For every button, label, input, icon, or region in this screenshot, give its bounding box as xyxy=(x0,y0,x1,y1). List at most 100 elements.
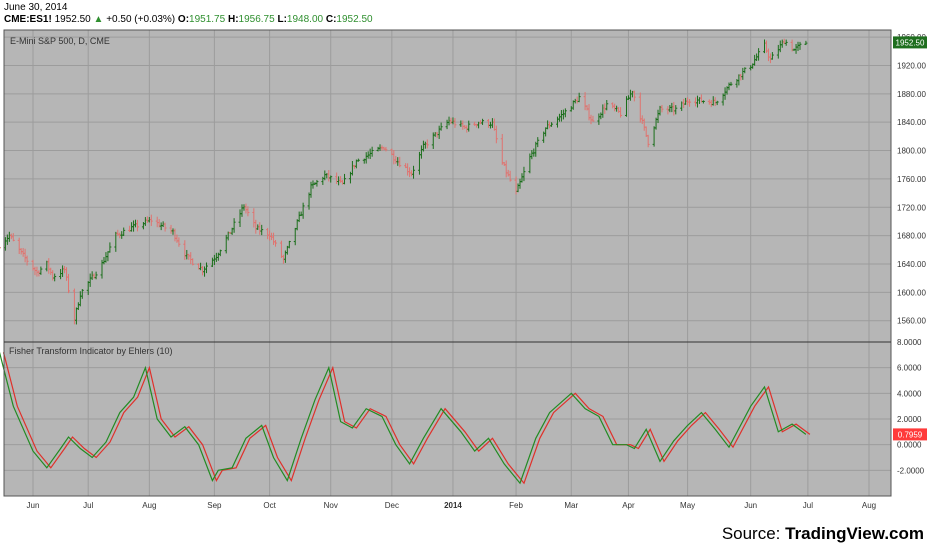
price-bar xyxy=(798,41,802,50)
source-credit: Source: TradingView.com xyxy=(721,524,924,543)
price-bar xyxy=(550,122,554,127)
price-bar xyxy=(439,122,443,131)
price-bar xyxy=(605,100,609,111)
time-tick-label: 2014 xyxy=(444,501,462,510)
price-bar xyxy=(25,255,29,266)
price-bar xyxy=(701,100,705,104)
fisher-lines xyxy=(0,352,811,485)
price-bar xyxy=(536,137,540,148)
price-bar xyxy=(218,249,222,257)
price-bar xyxy=(563,108,567,118)
price-bar xyxy=(804,40,808,46)
price-bar xyxy=(232,218,236,233)
price-bar xyxy=(494,125,498,144)
close-value: 1952.50 xyxy=(336,14,373,25)
price-bar xyxy=(674,105,678,115)
price-bar xyxy=(757,48,761,61)
y-axis: 1560.00 1600.00 1640.00 1680.00 1720.00 1760.… xyxy=(897,33,926,475)
time-tick-label: Jul xyxy=(83,501,93,510)
price-bar xyxy=(11,233,15,242)
price-bar xyxy=(398,156,402,168)
chart-area[interactable]: E-Mini S&P 500, D, CME Fisher Transform … xyxy=(0,28,932,518)
price-bar xyxy=(619,107,623,118)
time-tick-label: Mar xyxy=(564,501,578,510)
price-bar xyxy=(632,90,636,102)
price-bar xyxy=(412,165,416,179)
time-tick-label: Nov xyxy=(324,501,338,510)
time-tick-label: Aug xyxy=(862,501,876,510)
price-bar xyxy=(356,158,360,162)
price-bar xyxy=(508,170,512,182)
up-arrow-icon: ▲ xyxy=(93,14,104,25)
price-bar xyxy=(287,240,291,249)
price-panel-title: E-Mini S&P 500, D, CME xyxy=(10,36,110,46)
price-panel-bg xyxy=(4,30,891,342)
price-bar xyxy=(136,219,139,232)
time-tick-label: Jun xyxy=(27,501,40,510)
price-bars xyxy=(0,38,808,325)
trigger-line xyxy=(2,352,811,485)
chart-date: June 30, 2014 xyxy=(4,2,68,13)
price-bar xyxy=(743,67,747,74)
price-bar xyxy=(205,262,209,274)
fisher-line xyxy=(0,352,807,485)
time-tick-label: Apr xyxy=(622,501,635,510)
price-bar xyxy=(0,247,1,249)
price-bar xyxy=(384,146,388,152)
price-bar xyxy=(453,118,457,128)
last-price-tag xyxy=(893,36,927,49)
price-tick-label: 1640.00 xyxy=(897,260,926,269)
price-tick-label: 1880.00 xyxy=(897,90,926,99)
indicator-tick-label: 4.0000 xyxy=(897,389,922,398)
indicator-tick-label: 8.0000 xyxy=(897,338,922,347)
price-bar xyxy=(522,166,526,182)
indicator-tick-label: 2.0000 xyxy=(897,415,922,424)
price-bar xyxy=(577,92,581,103)
price-bar xyxy=(660,104,664,113)
price-bar xyxy=(343,173,347,185)
price-bar xyxy=(784,39,788,46)
high-value: 1956.75 xyxy=(238,14,275,25)
open-value: 1951.75 xyxy=(189,14,226,25)
price-tick-label: 1920.00 xyxy=(897,61,926,70)
time-tick-label: Jun xyxy=(744,501,757,510)
price-bar xyxy=(122,227,126,236)
price-bar xyxy=(246,206,250,217)
quote-line: CME:ES1! 1952.50 ▲ +0.50 (+0.03%) O:1951… xyxy=(4,14,373,25)
low-value: 1948.00 xyxy=(286,14,324,25)
time-tick-label: Oct xyxy=(263,501,276,510)
price-bar xyxy=(149,214,153,227)
price-bar xyxy=(370,146,374,157)
price-bar xyxy=(260,224,264,236)
chart-frame xyxy=(3,29,892,497)
price-bar xyxy=(163,222,167,232)
price-bar xyxy=(315,179,319,187)
price-tick-label: 1720.00 xyxy=(897,203,926,212)
price-bar xyxy=(94,271,98,280)
price-bar xyxy=(39,266,43,275)
fisher-value-tag xyxy=(893,428,927,441)
price-bar xyxy=(646,134,650,148)
price-tick-label: 1840.00 xyxy=(897,118,926,127)
price-bar xyxy=(770,52,774,60)
fisher-value-tag-text: 0.7959 xyxy=(898,430,923,439)
source-link[interactable]: TradingView.com xyxy=(785,524,924,543)
price-bar xyxy=(425,139,429,149)
indicator-tick-label: 6.0000 xyxy=(897,364,922,373)
price-tick-label: 1800.00 xyxy=(897,147,926,156)
price-bar xyxy=(729,81,733,86)
price-bar xyxy=(329,175,333,183)
indicator-panel-title: Fisher Transform Indicator by Ehlers (10… xyxy=(9,346,173,356)
price-bar xyxy=(467,120,471,132)
price-bar xyxy=(177,237,181,247)
price-tick-label: 1560.00 xyxy=(897,317,926,326)
indicator-tick-label: 0.0000 xyxy=(897,441,922,450)
symbol-label[interactable]: CME:ES1! xyxy=(4,14,52,25)
time-tick-label: Dec xyxy=(385,501,399,510)
time-tick-label: Jul xyxy=(803,501,813,510)
price-tick-label: 1760.00 xyxy=(897,175,926,184)
price-bar xyxy=(715,100,719,106)
price-bar xyxy=(301,202,305,219)
last-price-tag-text: 1952.50 xyxy=(896,38,925,47)
price-bar xyxy=(191,258,195,266)
